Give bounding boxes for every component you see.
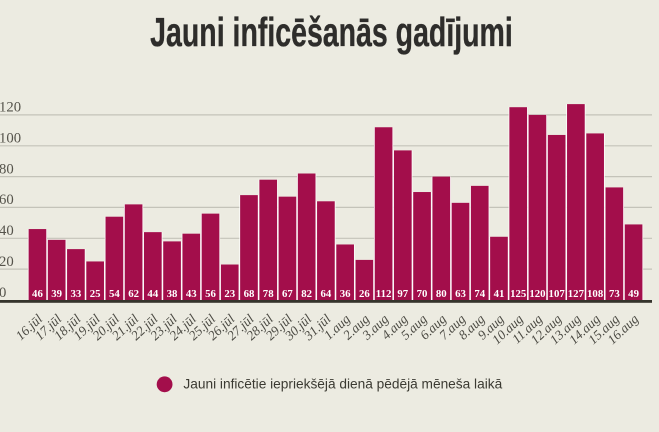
svg-text:82: 82 bbox=[301, 288, 312, 300]
svg-text:33: 33 bbox=[71, 288, 82, 300]
svg-text:100: 100 bbox=[0, 131, 21, 147]
svg-text:97: 97 bbox=[397, 288, 408, 300]
svg-text:120: 120 bbox=[529, 288, 545, 300]
svg-text:70: 70 bbox=[417, 288, 428, 300]
svg-text:125: 125 bbox=[510, 288, 526, 300]
svg-text:23: 23 bbox=[224, 288, 235, 300]
svg-text:44: 44 bbox=[147, 288, 158, 300]
svg-text:0: 0 bbox=[0, 285, 6, 301]
svg-text:62: 62 bbox=[128, 288, 139, 300]
svg-text:64: 64 bbox=[321, 288, 332, 300]
svg-text:80: 80 bbox=[0, 161, 14, 177]
svg-text:43: 43 bbox=[186, 288, 197, 300]
svg-text:40: 40 bbox=[0, 223, 14, 239]
svg-text:68: 68 bbox=[244, 288, 255, 300]
svg-text:67: 67 bbox=[282, 288, 293, 300]
svg-text:120: 120 bbox=[0, 100, 21, 116]
svg-text:25: 25 bbox=[90, 288, 101, 300]
svg-text:80: 80 bbox=[436, 288, 447, 300]
svg-text:38: 38 bbox=[167, 288, 178, 300]
svg-text:41: 41 bbox=[494, 288, 505, 300]
svg-text:46: 46 bbox=[32, 288, 43, 300]
svg-text:112: 112 bbox=[376, 288, 392, 300]
svg-text:63: 63 bbox=[455, 288, 466, 300]
svg-text:20: 20 bbox=[0, 254, 14, 270]
svg-text:54: 54 bbox=[109, 288, 120, 300]
svg-text:107: 107 bbox=[549, 288, 566, 300]
svg-text:73: 73 bbox=[609, 288, 620, 300]
svg-text:78: 78 bbox=[263, 288, 274, 300]
svg-text:56: 56 bbox=[205, 288, 216, 300]
svg-text:108: 108 bbox=[587, 288, 604, 300]
svg-text:39: 39 bbox=[51, 288, 62, 300]
svg-text:127: 127 bbox=[568, 288, 585, 300]
svg-text:36: 36 bbox=[340, 288, 351, 300]
svg-text:74: 74 bbox=[474, 288, 485, 300]
svg-text:60: 60 bbox=[0, 192, 14, 208]
svg-text:49: 49 bbox=[628, 288, 639, 300]
svg-text:Jauni inficētie iepriekšējā di: Jauni inficētie iepriekšējā dienā pēdējā… bbox=[183, 376, 502, 391]
svg-text:26: 26 bbox=[359, 288, 370, 300]
